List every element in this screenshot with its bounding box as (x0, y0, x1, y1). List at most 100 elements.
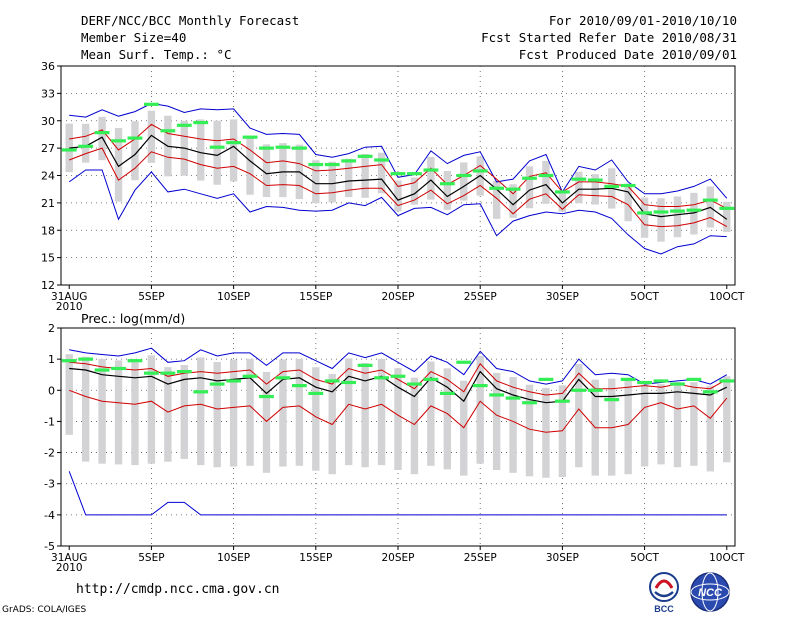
temp-observed-mark (604, 184, 620, 189)
temp-observed-mark (61, 148, 77, 152)
temp-xtick-label: 31AUG (51, 291, 87, 303)
prec-ensemble-bar (279, 359, 287, 467)
prec-ensemble-bar (492, 372, 501, 471)
prec-panel-title: Prec.: log(mm/d) (81, 311, 185, 326)
temp-ytick-label: 21 (41, 197, 55, 210)
temp-observed-mark (505, 187, 521, 191)
temp-ensemble-bar (328, 161, 336, 203)
temp-ensemble-bar (427, 156, 435, 200)
prec-ytick-label: 1 (48, 353, 55, 366)
prec-ensemble-bar (344, 358, 353, 466)
prec-upper-spread-line (69, 361, 728, 396)
source-url[interactable]: http://cmdp.ncc.cma.gov.cn (76, 582, 280, 597)
prec-ensemble-bar (525, 384, 534, 477)
temp-observed-mark (489, 186, 505, 190)
temp-observed-mark (176, 123, 192, 127)
temp-ensemble-bar (690, 192, 698, 235)
temp-ensemble-bar (624, 183, 632, 222)
prec-maximum-line (69, 347, 728, 385)
temp-ensemble-bar (114, 128, 123, 202)
temp-observed-mark (554, 190, 570, 194)
temp-lower-spread-line (69, 147, 728, 228)
temp-observed-mark (719, 206, 735, 210)
prec-observed-mark (242, 374, 258, 378)
prec-panel: -5 -4 -3 -2 -1 0 1 2 31AUG 5SEP 10SEP 15SEP 20SEP 25S… (44, 311, 745, 574)
temp-observed-mark (94, 131, 110, 135)
prec-observed-mark (176, 370, 192, 374)
prec-ensemble-bar (509, 377, 517, 473)
prec-observed-mark (275, 376, 291, 380)
temp-xtick-label: 10OCT (709, 291, 745, 303)
prec-observed-mark (423, 377, 439, 381)
temp-ytick-label: 33 (41, 87, 55, 100)
temp-ensemble-bar (361, 153, 369, 198)
temp-ensemble-bar (279, 143, 287, 198)
prec-xtick-label: 10OCT (709, 552, 745, 564)
prec-ensemble-bar (312, 367, 320, 471)
prec-observed-mark (719, 379, 735, 383)
prec-ensemble-bar (114, 360, 123, 465)
prec-xtick-label: 5SEP (138, 552, 164, 564)
temp-upper-spread-line (69, 123, 728, 209)
prec-ensemble-bar (65, 354, 73, 435)
prec-observed-mark (193, 390, 209, 394)
temp-observed-mark (686, 208, 702, 212)
temp-ensemble-bar (509, 184, 517, 218)
temp-observed-mark (111, 139, 126, 143)
prec-observed-mark (571, 388, 587, 392)
prec-observed-mark (670, 382, 685, 386)
forecast-period: For 2010/09/01-2010/10/10 (548, 13, 737, 28)
temp-ensemble-bar (229, 119, 238, 182)
temp-ensemble-bar (98, 116, 106, 161)
temp-ytick-label: 30 (41, 115, 55, 128)
prec-ensemble-bar (410, 377, 419, 475)
prec-ensemble-bar (427, 361, 435, 466)
temp-ensemble-bar (525, 166, 534, 209)
temp-xtick-label: 5SEP (138, 291, 164, 303)
temp-observed-mark (226, 141, 242, 145)
temp-observed-mark (259, 146, 274, 150)
temp-observed-mark (160, 129, 176, 133)
temp-observed-mark (144, 102, 159, 106)
temp-observed-mark (522, 176, 537, 180)
prec-ensemble-bar (180, 365, 188, 459)
temp-ensemble-bar (197, 119, 205, 181)
temp-ensemble-bar (558, 191, 567, 212)
temp-xtick-label: 15SEP (299, 291, 332, 303)
prec-ensemble-bar (575, 364, 583, 468)
prec-lower-spread-line (69, 389, 728, 433)
prec-ytick-label: -1 (44, 415, 55, 428)
prec-observed-mark (538, 377, 554, 381)
prec-observed-mark (209, 382, 225, 386)
prec-observed-mark (308, 391, 324, 395)
temp-observed-mark (193, 120, 209, 125)
temp-observed-mark (291, 146, 307, 150)
prec-observed-mark (78, 357, 94, 361)
prec-xtick-label: 15SEP (299, 552, 332, 564)
prec-xtick-label: 30SEP (546, 552, 579, 564)
temp-observed-mark (702, 198, 718, 202)
prec-observed-mark (702, 390, 718, 394)
temp-ensemble-bar (575, 171, 583, 204)
temp-xtick-label: 20SEP (382, 291, 415, 303)
prec-observed-mark (472, 384, 488, 388)
temp-observed-mark (653, 210, 669, 214)
prec-ensemble-bar (131, 358, 139, 466)
temp-ensemble-bar (81, 123, 90, 163)
prec-ytick-label: 0 (48, 384, 55, 397)
temp-ensemble-bar (640, 197, 649, 238)
temp-xtick-label: 30SEP (546, 291, 579, 303)
prec-xtick-label: 10SEP (217, 552, 250, 564)
temp-observed-mark (357, 154, 373, 158)
prec-observed-mark (637, 380, 652, 385)
prec-observed-mark (456, 360, 472, 364)
prec-year-label: 2010 (56, 562, 83, 574)
prec-ensemble-bar (197, 357, 205, 466)
prec-observed-mark (489, 393, 505, 397)
prec-observed-mark (357, 363, 373, 367)
temp-observed-mark (242, 135, 258, 139)
temp-observed-mark (390, 172, 406, 176)
temp-xtick-label: 25SEP (464, 291, 497, 303)
prec-observed-mark (686, 377, 702, 381)
